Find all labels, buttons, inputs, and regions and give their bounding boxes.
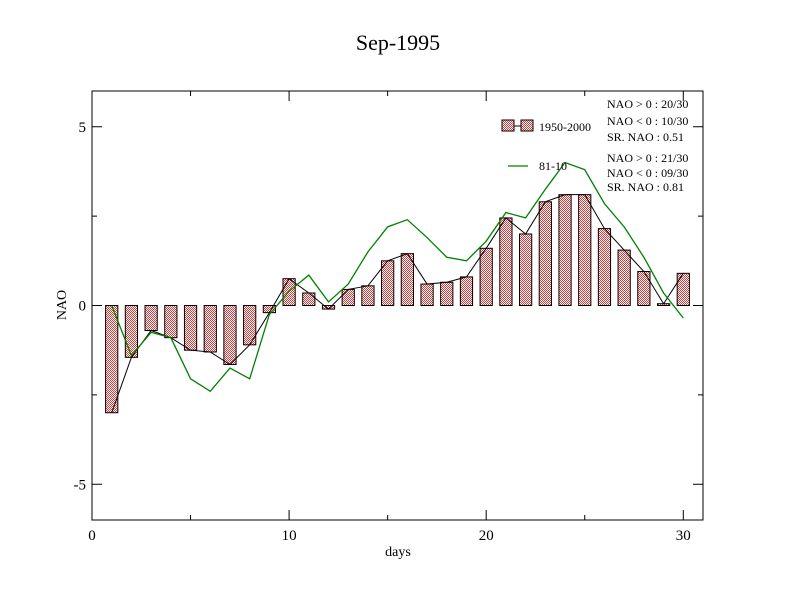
stats-annotation: SR. NAO : 0.81 [607, 180, 684, 194]
legend-label: 81-10 [539, 159, 567, 173]
bar [420, 283, 434, 306]
x-tick-label: 0 [88, 528, 96, 544]
bar [381, 260, 395, 306]
stats-annotation: NAO < 0 : 10/30 [607, 114, 688, 128]
bar [203, 305, 217, 353]
bar [479, 247, 493, 307]
bar [361, 285, 375, 306]
stats-annotation: NAO < 0 : 09/30 [607, 166, 688, 180]
x-axis-label: days [385, 545, 411, 560]
y-tick-label: -5 [74, 477, 87, 493]
bar [223, 305, 237, 365]
bar [637, 271, 651, 307]
legend-bar-swatch [520, 119, 534, 132]
bar [499, 217, 513, 307]
bar [164, 305, 178, 339]
bar [676, 272, 690, 307]
bar [400, 253, 414, 307]
bar [341, 288, 355, 307]
chart-title: Sep-1995 [356, 30, 440, 55]
bar [558, 194, 572, 306]
x-tick-label: 30 [676, 528, 691, 544]
bar [440, 281, 454, 307]
bar-series-1950-2000 [105, 194, 690, 414]
x-tick-label: 10 [282, 528, 297, 544]
stats-annotation: NAO > 0 : 21/30 [607, 151, 688, 165]
bar [519, 233, 533, 306]
bar [617, 249, 631, 306]
bar [183, 305, 198, 351]
x-tick-label: 20 [479, 528, 494, 544]
bar [105, 305, 119, 414]
line-series-81-10 [111, 161, 684, 393]
y-tick-label: 5 [79, 120, 87, 136]
bar-tip-line [111, 194, 684, 413]
y-axis-label: NAO [55, 290, 70, 320]
bar [144, 305, 158, 332]
bar [459, 276, 474, 306]
bar [578, 194, 592, 306]
legend-label: 1950-2000 [539, 120, 591, 134]
bar [538, 201, 552, 306]
y-tick-label: 0 [79, 299, 87, 315]
stats-annotation: NAO > 0 : 20/30 [607, 97, 688, 111]
legend: 1950-2000 81-10 NAO > 0 : 20/30 NAO < 0 : 1… [501, 97, 688, 194]
series-line [111, 161, 684, 393]
legend-bar-swatch [501, 119, 515, 132]
bar [597, 228, 612, 306]
stats-annotation: SR. NAO : 0.51 [607, 130, 684, 144]
bar [243, 305, 257, 346]
bar [302, 292, 316, 306]
axis-ticks: 0 10 20 30 -5 0 5 [74, 91, 703, 544]
